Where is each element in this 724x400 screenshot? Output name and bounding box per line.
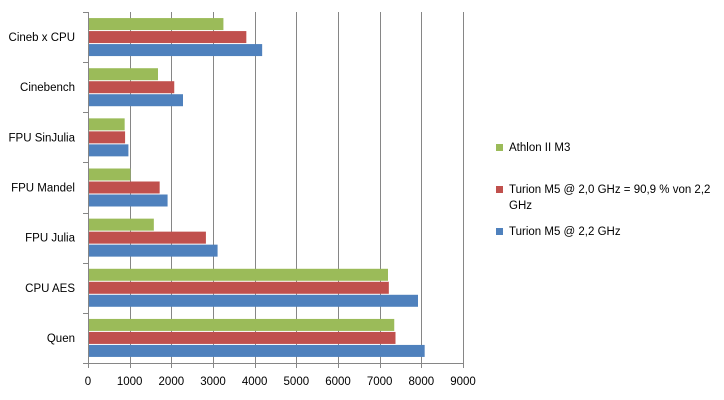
bar xyxy=(89,268,388,281)
bar xyxy=(89,168,131,181)
bar xyxy=(89,94,183,107)
bar xyxy=(89,318,395,331)
bar xyxy=(89,31,247,44)
bar xyxy=(89,118,125,131)
y-category-label: Cinebench xyxy=(20,82,75,94)
bar xyxy=(89,331,396,344)
x-tick-label: 2000 xyxy=(159,376,185,388)
y-category-label: FPU Mandel xyxy=(11,183,75,195)
bars xyxy=(89,18,425,357)
axes xyxy=(83,12,464,368)
gridlines xyxy=(130,12,464,363)
bar xyxy=(89,81,175,94)
legend-label: Athlon II M3 xyxy=(509,142,571,154)
axis-labels: 0 1000 2000 3000 4000 5000 6000 7000 8000 9000 Cin… xyxy=(9,32,476,388)
x-tick-label: 6000 xyxy=(325,376,351,388)
bar xyxy=(89,194,168,207)
legend-label: Turion M5 @ 2,0 GHz = 90,9 % von 2,2 GHz xyxy=(509,184,711,212)
legend-swatch xyxy=(496,228,503,235)
x-tick-label: 3000 xyxy=(200,376,226,388)
bar xyxy=(89,131,126,144)
legend-item: Turion M5 @ 2,2 GHz xyxy=(496,224,621,240)
legend-label: Turion M5 @ 2,2 GHz xyxy=(509,226,621,238)
bar xyxy=(89,294,418,307)
x-tick-label: 9000 xyxy=(450,376,476,388)
bar xyxy=(89,44,263,57)
bar xyxy=(89,344,425,357)
bar xyxy=(89,218,154,231)
bar xyxy=(89,231,206,244)
bar xyxy=(89,144,129,157)
bar xyxy=(89,18,224,31)
x-tick-label: 7000 xyxy=(367,376,393,388)
y-category-label: CPU AES xyxy=(25,283,75,295)
x-tick-label: 0 xyxy=(85,376,91,388)
y-category-label: FPU Julia xyxy=(25,233,75,245)
bar xyxy=(89,68,158,81)
y-category-label: Cineb x CPU xyxy=(9,32,75,44)
y-category-label: FPU SinJulia xyxy=(9,132,76,144)
legend-item: Turion M5 @ 2,0 GHz = 90,9 % von 2,2 GHz xyxy=(496,182,718,214)
x-tick-label: 1000 xyxy=(117,376,143,388)
bar xyxy=(89,244,218,257)
x-tick-label: 8000 xyxy=(409,376,435,388)
bar xyxy=(89,281,389,294)
legend-swatch xyxy=(496,186,503,193)
legend-item: Athlon II M3 xyxy=(496,140,570,156)
x-tick-label: 4000 xyxy=(242,376,268,388)
bar xyxy=(89,181,160,194)
y-category-label: Quen xyxy=(47,333,75,345)
x-tick-label: 5000 xyxy=(284,376,310,388)
legend-swatch xyxy=(496,144,503,151)
